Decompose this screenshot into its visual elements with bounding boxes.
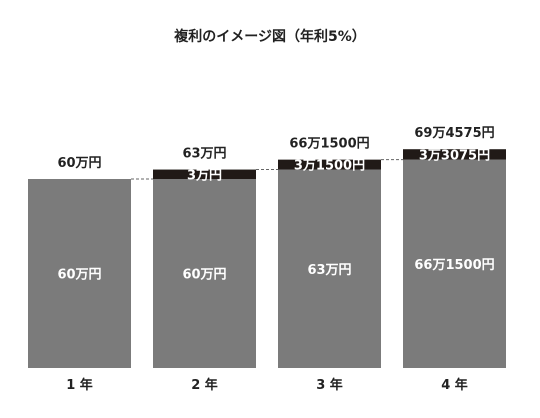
bar-interest-label-3: 3万1500円 — [294, 159, 365, 174]
bar-interest-label-4: 3万3075円 — [419, 148, 490, 163]
x-tick-label-2: 2 年 — [191, 377, 218, 393]
bar-total-label-1: 60万円 — [57, 156, 101, 171]
bar-base-4 — [403, 159, 506, 368]
x-tick-label-3: 3 年 — [316, 377, 343, 393]
bar-interest-4 — [403, 149, 506, 160]
bar-base-3 — [278, 169, 381, 368]
bar-base-1 — [28, 179, 131, 368]
bar-interest-3 — [278, 159, 381, 170]
bar-total-label-2: 63万円 — [182, 147, 226, 162]
bar-base-2 — [153, 179, 256, 368]
bar-base-label-4: 66万1500円 — [414, 258, 494, 273]
bar-base-label-3: 63万円 — [307, 263, 351, 278]
labels-layer: 60万円 60万円 1 年 60万円 3万円 63万円 2 年 63万円 3万1500円 66万1… — [57, 126, 494, 393]
bars-layer — [28, 149, 506, 368]
bar-total-label-4: 69万4575円 — [414, 126, 494, 141]
x-tick-label-1: 1 年 — [66, 377, 93, 393]
bar-total-label-3: 66万1500円 — [289, 137, 369, 152]
bar-base-label-1: 60万円 — [57, 268, 101, 283]
x-tick-label-4: 4 年 — [441, 377, 468, 393]
bar-interest-label-2: 3万円 — [187, 168, 222, 183]
chart-title: 複利のイメージ図（年利5%） — [173, 28, 366, 45]
bar-base-label-2: 60万円 — [182, 268, 226, 283]
bar-interest-2 — [153, 169, 256, 179]
